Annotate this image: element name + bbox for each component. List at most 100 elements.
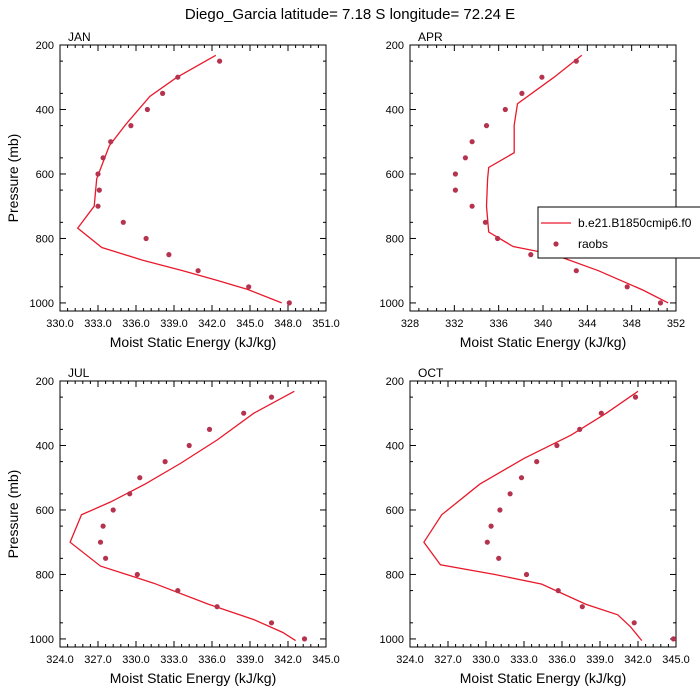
raobs-point [127, 491, 133, 497]
plot-frame [59, 44, 327, 312]
raobs-point [670, 636, 676, 642]
raobs-point [534, 459, 540, 465]
y-tick-label: 600 [36, 505, 54, 517]
raobs-point [497, 507, 503, 513]
raobs-point [95, 203, 101, 209]
x-tick-label: 336.0 [548, 654, 576, 666]
x-tick-label: 345.0 [236, 318, 264, 330]
raobs-point [134, 571, 140, 578]
raobs-point [518, 475, 525, 481]
y-tick-label: 800 [36, 569, 54, 581]
raobs-point [528, 252, 534, 258]
raobs-point [175, 74, 181, 80]
raobs-point [488, 523, 494, 529]
x-tick-label: 327.0 [84, 654, 112, 666]
plot-area [76, 54, 292, 306]
legend-label-raobs: raobs [578, 237, 608, 251]
panel-label: APR [418, 30, 443, 44]
x-tick-label: 344 [578, 318, 596, 330]
x-tick-label: 345.0 [662, 654, 690, 666]
y-tick-label: 200 [36, 40, 54, 52]
y-tick-label: 600 [386, 505, 404, 517]
x-tick-label: 332 [445, 318, 463, 330]
y-tick-label: 1000 [30, 298, 54, 310]
raobs-point [657, 300, 664, 306]
raobs-point [103, 555, 109, 561]
raobs-point [143, 235, 149, 242]
raobs-point [96, 187, 102, 193]
plot-area [452, 54, 669, 306]
raobs-point [573, 268, 579, 274]
y-tick-label: 200 [386, 40, 404, 52]
raobs-point [246, 284, 252, 290]
x-tick-label: 336 [489, 318, 507, 330]
raobs-point [100, 155, 106, 161]
model-line [76, 54, 282, 304]
y-tick-label: 200 [36, 376, 54, 388]
raobs-point [137, 475, 143, 481]
x-tick-label: 333.0 [160, 654, 188, 666]
raobs-point [507, 491, 513, 497]
y-axis-label: Pressure (mb) [5, 134, 21, 223]
raobs-point [100, 523, 106, 529]
raobs-point [108, 139, 114, 145]
raobs-point [495, 235, 501, 242]
x-tick-label: 339.0 [236, 654, 264, 666]
y-tick-label: 400 [386, 440, 404, 452]
x-tick-label: 330.0 [46, 318, 74, 330]
y-tick-label: 1000 [30, 634, 54, 646]
x-tick-label: 336.0 [198, 654, 226, 666]
raobs-point [452, 187, 458, 193]
raobs-point [631, 620, 637, 626]
y-tick-label: 800 [386, 233, 404, 245]
raobs-point [555, 588, 561, 594]
raobs-point [214, 604, 220, 610]
raobs-point [162, 459, 168, 465]
model-line [423, 390, 643, 642]
y-tick-label: 1000 [380, 298, 404, 310]
chart-title: Diego_Garcia latitude= 7.18 S longitude=… [185, 6, 515, 23]
x-tick-label: 351.0 [312, 318, 340, 330]
x-tick-label: 339.0 [586, 654, 614, 666]
raobs-point [110, 507, 116, 513]
raobs-point [206, 426, 213, 432]
raobs-point [539, 74, 545, 80]
raobs-point [160, 90, 166, 96]
raobs-point [573, 58, 579, 64]
legend: b.e21.B1850cmip6.f0 raobs [537, 206, 700, 259]
y-tick-label: 800 [386, 569, 404, 581]
x-tick-label: 333.0 [510, 654, 538, 666]
x-axis-label: Moist Static Energy (kJ/kg) [460, 670, 627, 686]
raobs-point [301, 636, 308, 642]
raobs-point [469, 139, 475, 145]
x-tick-label: 328 [401, 318, 419, 330]
x-tick-label: 340 [534, 318, 552, 330]
raobs-point [483, 123, 490, 129]
raobs-point [195, 268, 201, 274]
x-tick-label: 333.0 [84, 318, 112, 330]
x-tick-label: 339.0 [160, 318, 188, 330]
raobs-point [554, 442, 560, 449]
plot-area [423, 390, 676, 642]
raobs-point [175, 588, 181, 594]
plot-frame [59, 380, 327, 648]
raobs-point [120, 219, 126, 225]
x-tick-label: 327.0 [434, 654, 462, 666]
plot-frame [409, 380, 677, 648]
raobs-point [462, 155, 468, 161]
panel-label: JUL [68, 366, 90, 380]
x-tick-label: 324.0 [396, 654, 424, 666]
raobs-point [166, 252, 172, 258]
x-tick-label: 348.0 [274, 318, 302, 330]
panel-label: JAN [68, 30, 91, 44]
raobs-point [624, 284, 630, 290]
raobs-point [128, 123, 134, 129]
raobs-point [482, 219, 488, 225]
x-axis-label: Moist Static Energy (kJ/kg) [110, 670, 277, 686]
model-line [69, 390, 296, 642]
raobs-point [186, 442, 192, 449]
raobs-point [484, 539, 490, 545]
raobs-point [452, 171, 458, 177]
raobs-point [241, 410, 247, 416]
